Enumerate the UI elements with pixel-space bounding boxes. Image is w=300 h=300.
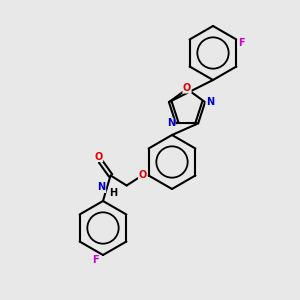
Text: N: N [167,118,175,128]
Text: N: N [98,182,106,193]
Text: O: O [183,83,191,93]
Text: F: F [92,255,98,265]
Text: F: F [238,38,245,49]
Text: O: O [139,170,147,181]
Text: O: O [94,152,103,161]
Text: N: N [206,97,214,107]
Text: H: H [110,188,118,197]
